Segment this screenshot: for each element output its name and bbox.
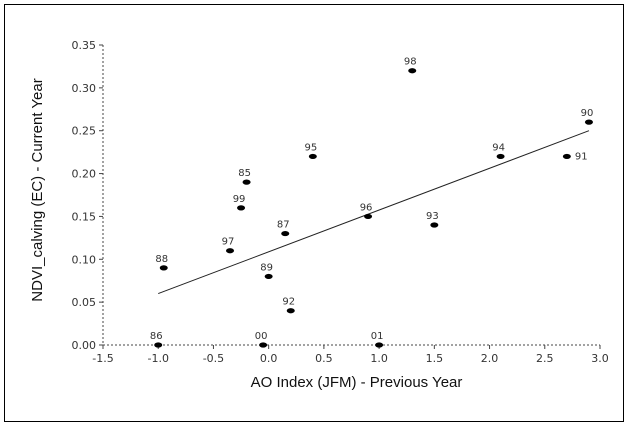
y-tick-label: 0.35 — [72, 39, 97, 52]
point-label: 98 — [404, 57, 417, 68]
y-tick-label: 0.25 — [72, 125, 97, 138]
data-point — [154, 342, 163, 348]
data-point — [264, 273, 273, 280]
data-point — [286, 308, 295, 314]
x-tick-label: 3.0 — [591, 352, 609, 365]
y-tick-label: 0.20 — [72, 168, 97, 181]
point-label: 90 — [581, 108, 594, 119]
point-label: 92 — [282, 297, 295, 308]
y-tick-label: 0.10 — [72, 253, 97, 266]
data-point — [159, 265, 168, 271]
y-axis-label: NDVI_calving (EC) - Current Year — [29, 78, 46, 301]
chart-frame — [4, 4, 624, 422]
data-point — [364, 213, 373, 220]
point-label: 86 — [150, 331, 163, 342]
x-tick-label: 1.0 — [370, 352, 388, 365]
point-label: 89 — [260, 262, 273, 273]
y-tick-label: 0.15 — [72, 210, 97, 223]
point-label: 99 — [233, 194, 246, 205]
x-tick-label: 0.0 — [260, 352, 278, 365]
data-point — [496, 153, 505, 160]
x-tick-label: 1.5 — [426, 352, 444, 365]
point-label: 91 — [575, 151, 588, 162]
point-label: 96 — [360, 202, 373, 213]
data-point — [430, 222, 439, 228]
data-point — [408, 68, 417, 74]
point-label: 94 — [492, 142, 505, 153]
point-label: 93 — [426, 211, 439, 222]
data-point — [259, 342, 268, 348]
y-tick-label: 0.05 — [72, 296, 97, 309]
x-tick-label: -1.5 — [92, 352, 113, 365]
point-label: 85 — [238, 168, 251, 179]
data-point — [375, 342, 384, 348]
x-tick-label: 2.5 — [536, 352, 554, 365]
x-tick-label: 0.5 — [315, 352, 333, 365]
x-ticks: -1.5 -1.0 -0.5 0.0 0.5 1.0 1.5 2.0 2.5 3.0 — [92, 345, 609, 365]
trend-line — [158, 130, 590, 295]
point-label: 01 — [371, 331, 384, 342]
data-point — [562, 153, 571, 160]
data-point — [237, 205, 246, 211]
data-point — [226, 248, 235, 254]
data-points: 86 88 97 99 85 00 89 87 92 95 96 01 98 93 94 91 90 — [150, 57, 593, 348]
data-point — [308, 153, 317, 160]
point-label: 87 — [277, 220, 290, 231]
axes — [102, 45, 600, 346]
point-label: 00 — [255, 331, 268, 342]
data-point — [281, 230, 290, 237]
y-ticks: 0.00 0.05 0.10 0.15 0.20 0.25 0.30 0.35 — [72, 39, 103, 352]
x-tick-label: 2.0 — [481, 352, 499, 365]
x-tick-label: -0.5 — [203, 352, 224, 365]
x-tick-label: -1.0 — [147, 352, 168, 365]
y-tick-label: 0.00 — [72, 339, 97, 352]
point-label: 97 — [222, 237, 235, 248]
data-point — [242, 179, 251, 185]
x-axis-label: AO Index (JFM) - Previous Year — [251, 374, 463, 391]
data-point — [584, 119, 593, 125]
y-tick-label: 0.30 — [72, 82, 97, 95]
point-label: 88 — [155, 254, 168, 265]
point-label: 95 — [304, 142, 317, 153]
